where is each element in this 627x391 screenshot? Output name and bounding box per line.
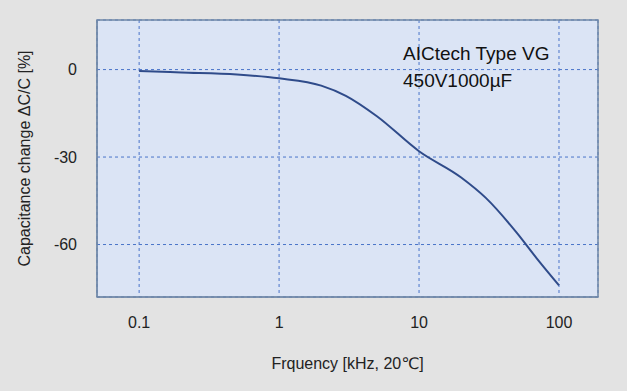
svg-text:100: 100: [546, 314, 573, 331]
svg-text:0: 0: [68, 61, 77, 78]
html-text:450V1000µF: 450V1000µF: [403, 70, 513, 91]
svg-text:-30: -30: [54, 149, 77, 166]
svg-text:1: 1: [275, 314, 284, 331]
svg-text:-60: -60: [54, 236, 77, 253]
svg-text:Capacitance change ΔC/C [%]: Capacitance change ΔC/C [%]: [16, 50, 33, 266]
svg-text:10: 10: [410, 314, 428, 331]
svg-text:Frquency [kHz, 20℃]: Frquency [kHz, 20℃]: [271, 355, 423, 372]
svg-text:0.1: 0.1: [128, 314, 150, 331]
html-text:AICtech Type VG: AICtech Type VG: [403, 43, 550, 64]
